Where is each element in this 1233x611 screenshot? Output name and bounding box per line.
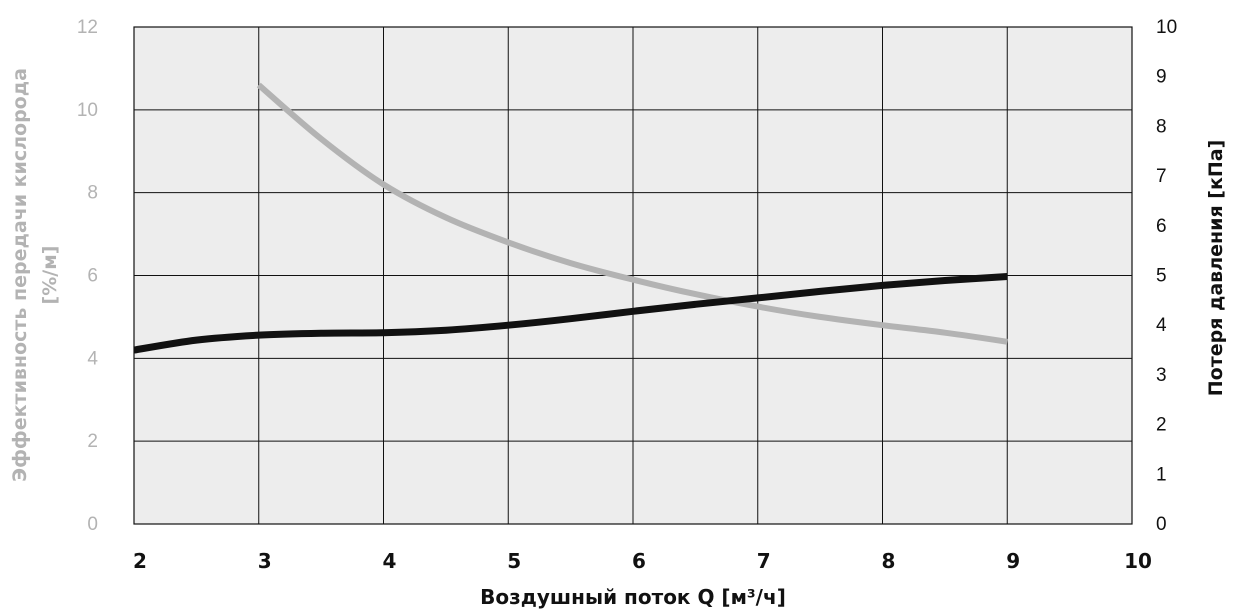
y-tick-label: 2 [87,431,98,452]
y2-tick-label: 4 [1156,315,1167,336]
y-axis-label-line-2: [%/м] [39,246,61,305]
y2-tick-label: 7 [1156,166,1167,187]
series-group [133,82,1008,354]
grid [134,27,1132,524]
y2-tick-label: 6 [1156,216,1167,237]
x-tick-label: 3 [258,549,272,573]
y-tick-label: 12 [77,17,98,38]
x-tick-label: 2 [133,549,147,573]
y-tick-label: 6 [87,266,98,287]
y-axis-label-line-1: Эффективность передачи кислорода [9,68,31,482]
pressure-loss-series-line [133,273,1008,354]
x-tick-label: 8 [882,549,896,573]
x-tick-label: 7 [757,549,771,573]
x-tick-label: 5 [507,549,521,573]
y-tick-label: 0 [87,514,98,535]
y-axis-label: Эффективность передачи кислорода [%/м] [9,68,61,482]
y2-tick-label: 3 [1156,365,1167,386]
y-tick-label: 10 [77,100,98,121]
y-tick-label: 4 [87,348,98,369]
y2-tick-label: 2 [1156,415,1167,436]
y2-tick-label: 8 [1156,116,1167,137]
y-tick-label: 8 [87,183,98,204]
x-tick-label: 4 [383,549,397,573]
x-tick-label: 9 [1006,549,1020,573]
y2-axis-label: Потеря давления [кПа] [1205,140,1227,397]
y2-tick-label: 9 [1156,67,1167,88]
x-tick-label: 6 [632,549,646,573]
x-axis-ticks: 2 3 4 5 6 7 8 9 10 [133,549,1152,573]
y2-tick-label: 0 [1156,514,1167,535]
right-axis-ticks: 0 1 2 3 4 5 6 7 8 9 10 [1156,17,1177,535]
left-axis-ticks: 0 2 4 6 8 10 12 [77,17,99,535]
oxygen-transfer-series-line [256,82,1008,345]
y2-tick-label: 1 [1156,464,1167,485]
x-tick-label: 10 [1124,549,1152,573]
x-axis-label: Воздушный поток Q [м³/ч] [480,585,786,609]
y2-tick-label: 10 [1156,17,1177,38]
y2-tick-label: 5 [1156,266,1167,287]
